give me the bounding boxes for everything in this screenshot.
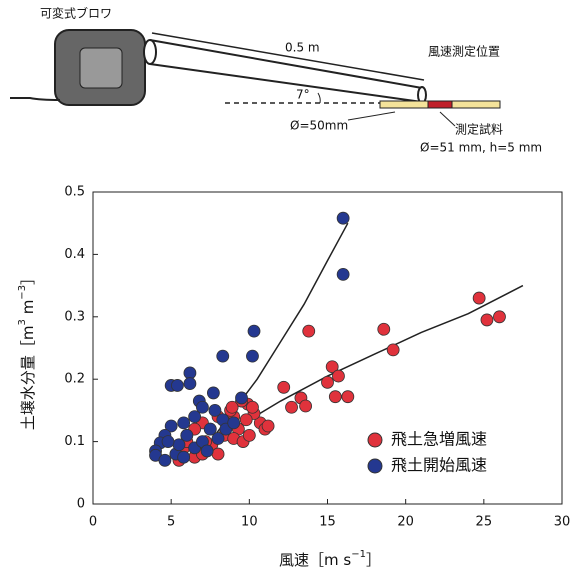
label: 風速測定位置 [428, 44, 500, 59]
pipe [150, 64, 422, 102]
point [493, 311, 505, 323]
label: 可変式ブロワ [40, 6, 112, 21]
cord [10, 98, 60, 100]
point [332, 370, 344, 382]
x-tick-label: 25 [476, 515, 493, 530]
point [178, 451, 190, 463]
sample [428, 101, 452, 108]
point [162, 436, 174, 448]
point [209, 404, 221, 416]
x-tick-label: 0 [89, 515, 97, 530]
y-tick-label: 0.1 [64, 434, 85, 449]
label: 測定試料 [455, 122, 503, 137]
point [278, 381, 290, 393]
label: Ø=51 mm, h=5 mm [420, 141, 542, 155]
legend-marker [368, 459, 382, 473]
pipe-end [144, 40, 156, 64]
point [184, 378, 196, 390]
point [300, 400, 312, 412]
point [481, 314, 493, 326]
point [236, 392, 248, 404]
y-tick-label: 0.4 [64, 247, 85, 262]
y-axis-label: 土壌水分量［m3 m−3］ [17, 270, 37, 430]
y-tick-label: 0.5 [64, 185, 85, 200]
point [342, 391, 354, 403]
point [243, 429, 255, 441]
point [207, 387, 219, 399]
legend-marker [368, 433, 382, 447]
x-tick-label: 10 [241, 515, 258, 530]
point [184, 367, 196, 379]
point [303, 325, 315, 337]
fit-curve [234, 286, 523, 430]
point [322, 376, 334, 388]
x-tick-label: 30 [554, 515, 571, 530]
point [171, 379, 183, 391]
point [262, 420, 274, 432]
point [226, 401, 238, 413]
point [173, 439, 185, 451]
angle-arc [318, 93, 320, 103]
point [178, 417, 190, 429]
diagram: 可変式ブロワ 0.5 m 7° Ø=50mm 風速測定位置 測定試料 Ø=51 … [10, 6, 542, 155]
blower-grill [80, 48, 122, 88]
y-tick-label: 0 [77, 497, 85, 512]
point [189, 411, 201, 423]
point [246, 350, 258, 362]
label: 7° [296, 88, 310, 102]
x-axis-label: 風速［m s−1］ [279, 549, 381, 569]
point [228, 417, 240, 429]
label: 0.5 m [285, 41, 320, 55]
x-tick-label: 20 [397, 515, 414, 530]
label: Ø=50mm [290, 119, 348, 133]
leader [348, 112, 395, 120]
point [248, 325, 260, 337]
point [217, 350, 229, 362]
legend-label: 飛土急増風速 [391, 430, 487, 449]
point [159, 454, 171, 466]
point [473, 292, 485, 304]
point [329, 391, 341, 403]
point [246, 401, 258, 413]
x-tick-label: 5 [167, 515, 175, 530]
point [201, 445, 213, 457]
point [240, 414, 252, 426]
point [286, 401, 298, 413]
point [378, 323, 390, 335]
y-tick-label: 0.3 [64, 309, 85, 324]
point [387, 344, 399, 356]
point [337, 212, 349, 224]
x-tick-label: 15 [319, 515, 336, 530]
leader [440, 112, 455, 126]
point [212, 448, 224, 460]
legend-label: 飛土開始風速 [391, 456, 487, 475]
y-tick-label: 0.2 [64, 372, 85, 387]
point [337, 268, 349, 280]
figure: 可変式ブロワ 0.5 m 7° Ø=50mm 風速測定位置 測定試料 Ø=51 … [0, 0, 572, 571]
